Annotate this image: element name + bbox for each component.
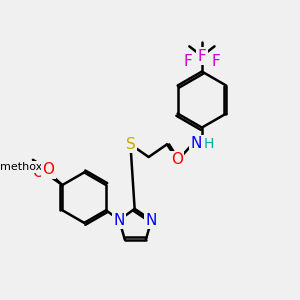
Text: S: S <box>126 137 135 152</box>
Text: F: F <box>212 54 220 69</box>
Text: F: F <box>197 49 206 64</box>
Text: N: N <box>146 213 157 228</box>
Text: H: H <box>204 136 214 151</box>
Text: N: N <box>113 213 125 228</box>
Text: O: O <box>42 162 54 177</box>
Text: N: N <box>190 136 201 151</box>
Text: methoxy: methoxy <box>0 162 49 172</box>
Text: O: O <box>171 152 183 167</box>
Text: F: F <box>184 54 192 69</box>
Text: O: O <box>32 165 44 180</box>
